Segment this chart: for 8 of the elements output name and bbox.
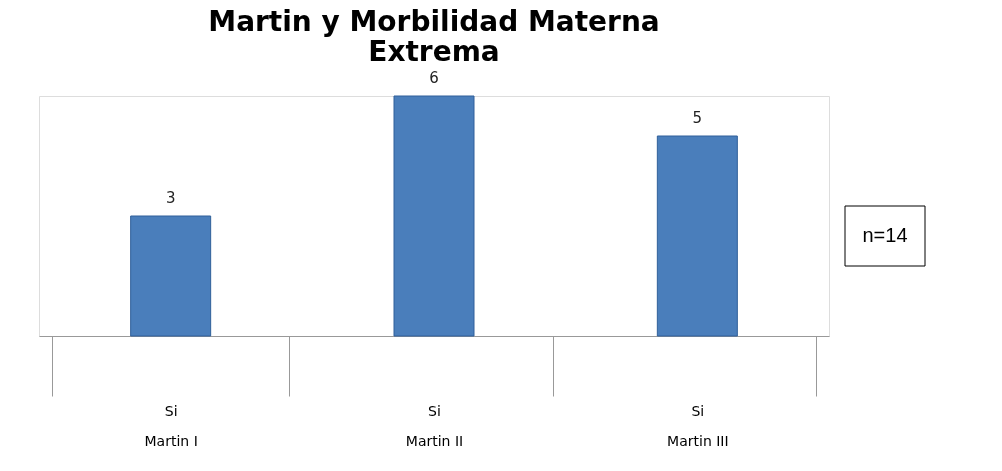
data-label: 6 [429, 69, 439, 87]
x-tick-label: Si Martin III [667, 402, 729, 449]
chart-title: Martin y Morbilidad Materna Extrema [208, 5, 660, 68]
text: n=14 [862, 224, 908, 246]
data-label: 5 [692, 109, 703, 127]
data-label: 3 [165, 189, 176, 207]
x-tick-label: Si Martin I [144, 402, 198, 449]
x-tick-label: Si Martin II [405, 402, 464, 449]
